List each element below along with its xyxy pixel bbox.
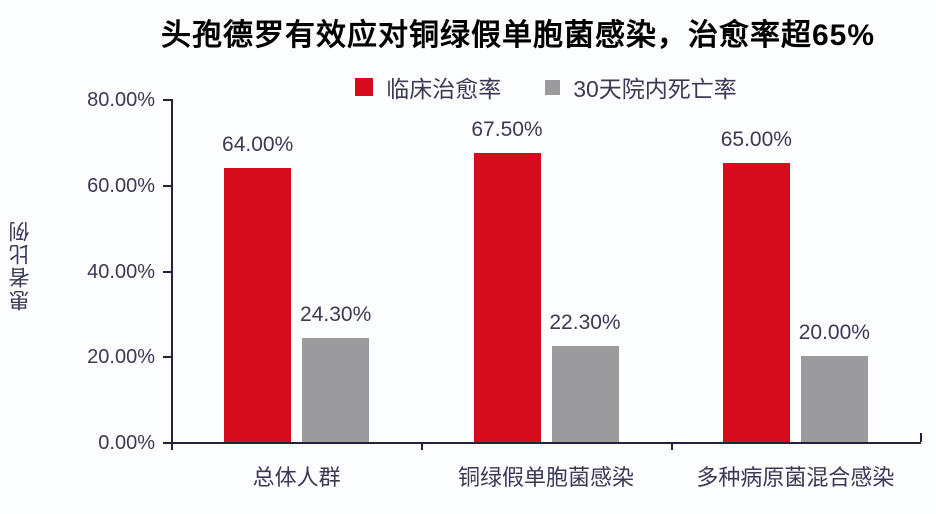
x-axis-tick [670,442,673,450]
legend-item-clinical-cure-rate: 临床治愈率 [355,70,501,104]
mortality-30day-legend-swatch [545,79,561,95]
y-axis-tick [163,184,172,187]
x-axis-line [171,442,921,444]
legend-item-mortality-30day: 30天院内死亡率 [545,70,737,104]
mortality-30day-value-label: 20.00% [798,321,870,345]
x-axis-category-label: 多种病原菌混合感染 [696,465,895,490]
x-axis-tick [421,442,424,450]
y-axis-tick-label: 0.00% [98,432,155,454]
clinical-cure-rate-bar [722,163,790,442]
x-axis-category-label: 铜绿假单胞菌感染 [457,465,635,490]
y-axis-tick [163,442,172,444]
chart-title: 头孢德罗有效应对铜绿假单胞菌感染，治愈率超65% [160,19,876,52]
clinical-cure-rate-value-label: 64.00% [222,132,294,156]
clinical-cure-rate-value-label: 65.00% [720,128,792,152]
y-axis-tick-label: 20.00% [87,346,155,369]
clinical-cure-rate-legend-label: 临床治愈率 [386,76,502,102]
y-axis-tick-label: 40.00% [87,260,155,283]
x-axis-tick [171,442,173,450]
y-axis-tick [163,270,172,273]
mortality-30day-legend-label: 30天院内死亡率 [573,76,737,102]
mortality-30day-bar [800,356,868,442]
y-axis-title: 患者比例 [9,219,32,311]
clinical-cure-rate-bar [473,152,541,442]
clinical-cure-rate-value-label: 67.50% [471,117,543,141]
x-axis-category-label: 总体人群 [252,465,341,490]
clinical-cure-rate-legend-swatch [355,78,374,96]
mortality-30day-value-label: 24.30% [300,302,372,326]
x-axis-tick [920,433,922,442]
legend: 临床治愈率 30天院内死亡率 [172,70,920,104]
mortality-30day-value-label: 22.30% [549,311,621,335]
mortality-30day-bar [551,346,619,442]
y-axis-line [171,99,173,448]
y-axis-tick [163,99,172,101]
y-axis-tick-label: 80.00% [87,89,155,111]
clinical-cure-rate-bar [224,167,292,442]
mortality-30day-bar [302,337,370,442]
y-axis-tick [163,356,172,359]
y-axis-tick-label: 60.00% [87,174,155,197]
